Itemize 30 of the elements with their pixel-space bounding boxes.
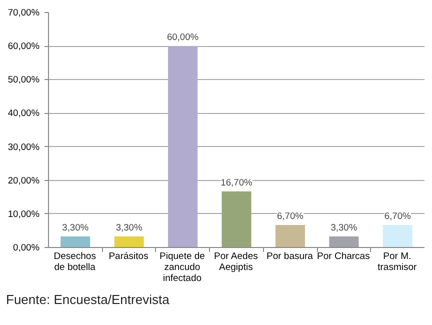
bar [329, 236, 359, 248]
x-tick-label: Por Aedes Aegiptis [213, 251, 259, 274]
bar [275, 225, 305, 248]
y-tick-label: 30,00% [8, 142, 40, 152]
y-tick-label: 0,00% [13, 242, 40, 252]
data-label: 3,30% [330, 222, 358, 232]
y-tick-label: 20,00% [8, 175, 40, 186]
data-label: 60,00% [166, 32, 199, 42]
bar [60, 236, 90, 248]
x-tick-label: Por Charcas [316, 251, 370, 263]
data-label: 16,70% [220, 177, 252, 188]
source-note: Fuente: Encuesta/Entrevista [6, 292, 170, 307]
y-tick-label: 10,00% [8, 208, 40, 219]
y-tick-label: 70,00% [8, 8, 40, 18]
bar [114, 236, 144, 248]
data-label: 6,70% [276, 211, 304, 222]
data-label: 6,70% [384, 211, 411, 222]
y-tick-label: 50,00% [8, 74, 40, 85]
x-tick-label: Parásitos [108, 251, 150, 263]
x-tick-label: Desechos de botella [52, 251, 97, 274]
bar [382, 225, 412, 248]
bar [222, 191, 252, 248]
data-label: 3,30% [116, 222, 142, 232]
x-tick-label: Piquete de zancudo infectado [158, 251, 206, 285]
y-tick-label: 40,00% [8, 108, 40, 118]
x-tick-label: Por M. trasmisor [376, 251, 418, 274]
y-tick-label: 60,00% [8, 41, 40, 52]
x-tick-label: Por basura [265, 251, 314, 263]
data-label: 3,30% [62, 222, 89, 232]
bar [168, 46, 198, 248]
